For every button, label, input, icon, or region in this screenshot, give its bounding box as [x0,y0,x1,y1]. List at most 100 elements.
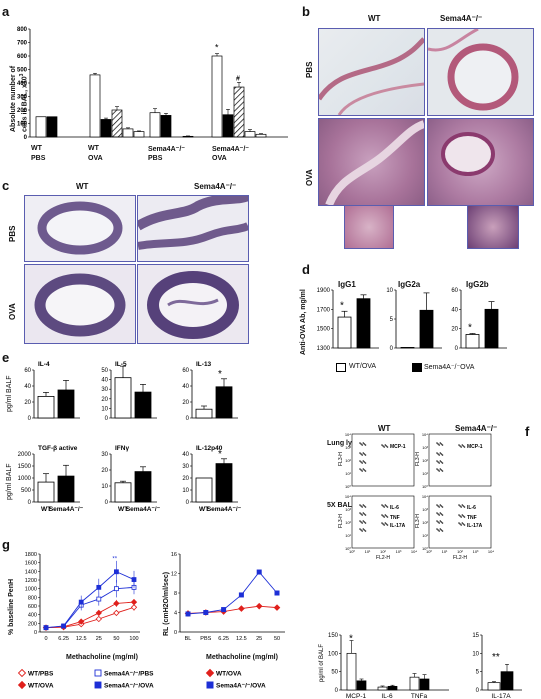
f-xtick-2-2: 10² [380,549,386,554]
g-right-xtick-1: PBS [200,636,211,642]
f-dot-3-6-3 [461,522,464,524]
f-xtick-2-0: 10⁰ [349,549,355,554]
f-ytick-2-4: 10⁴ [345,494,351,499]
g-right-xtick-0: BL [185,636,192,642]
f-dot-3-0-2 [438,506,441,508]
e3-tick-label-4: 2000 [18,452,32,458]
g-right-tick-label-2: 8 [174,591,177,597]
f-dot-0-2-4 [363,461,366,463]
micrograph-c-sema-pbs [137,195,249,262]
f-dot-2-3-3 [362,528,365,530]
f-star-mcp1: * [349,634,353,645]
panel-letter-f: f [525,424,530,439]
f-xtick-2-4: 10⁴ [411,549,417,554]
e-xcat-wt-5: WT [199,506,209,513]
g-left-tick-label-0: 0 [34,630,37,636]
panel-g-right-xlabel: Methacholine (mg/ml) [206,654,278,661]
e2-tick-label-2: 40 [182,384,189,390]
f-dot-3-5-2 [460,516,463,518]
f-dot-0-4-5 [386,446,389,448]
f-dot-1-0-2 [438,444,441,446]
f-dot-1-1-2 [438,454,441,456]
e-xcat-sema-4: Sema4A⁻/⁻ [126,506,161,513]
f-dot-1-0-1 [437,443,439,445]
e2-tick-label-0: 0 [186,416,190,422]
f-label-il6-2: IL-6 [390,505,399,511]
f-dot-2-2-0 [359,520,361,522]
f-dot-2-0-2 [361,506,364,508]
f-dot-2-4-2 [383,506,386,508]
g-left-xtick-0: 0 [44,636,47,642]
g-right-line-1 [187,571,278,615]
f-dot-1-0-0 [436,442,438,444]
a-tick-label-0: 0 [24,135,28,141]
e1-tick-label-3: 30 [101,387,108,393]
f-dot-0-4-4 [385,445,388,447]
e-title-4: IFNγ [115,445,129,452]
f-label-mcp1-0: MCP-1 [390,444,406,450]
g-left-xtick-5: 100 [129,636,138,642]
e-title-1: IL-5 [115,361,127,368]
g-right-pt-1-2 [221,607,227,613]
panel-d-legend-wt: WT/OVA [349,363,377,370]
e1-tick-label-2: 20 [101,397,108,403]
f-dot-3-6-5 [463,524,466,526]
a-tick-label-2: 200 [17,108,28,114]
d2-tick-label-1: 20 [451,327,458,333]
d-star-igg2b: * [468,323,472,334]
panel-a-group-2-genotype: WT [88,145,99,152]
f-dot-2-6-1 [382,523,384,525]
f-axis-y-3: FL3-H [415,514,421,528]
f-dot-1-3-1 [437,469,439,471]
f-dot-1-0-5 [441,444,444,446]
g-legend-left-label-2: WT/OVA [28,683,54,690]
f-dot-1-4-2 [460,446,463,448]
d2-tick-label-3: 60 [451,288,458,294]
g-right-xtick-3: 12.5 [236,636,247,642]
panel-c-col-sema: Sema4A⁻/⁻ [194,182,237,191]
f-ytick-1-2: 10² [422,458,428,463]
f-label-il17a-3: IL-17A [467,523,483,529]
g-legend-left-swatch-2 [17,680,27,690]
g-left-xtick-4: 50 [113,636,119,642]
e0-tick-label-2: 40 [24,384,31,390]
f-bars2-tick-label-3: 15 [472,633,479,639]
g-right-pt-1-4 [256,569,262,575]
e-xcat-sema-3: Sema4A⁻/⁻ [49,506,84,513]
f-dot-3-4-5 [463,506,466,508]
f-axis-y-0: FL3-H [338,452,344,466]
e4-tick-label-0: 0 [105,500,109,506]
f-dot-0-1-0 [359,452,361,454]
f-label-mcp1-1: MCP-1 [467,444,483,450]
e3-tick-label-2: 1000 [18,476,32,482]
f-ytick-1-4: 10⁴ [422,432,428,437]
d1-tick-label-2: 10 [386,288,393,294]
g-left-xtick-1: 6.25 [58,636,69,642]
f-dot-1-4-4 [462,445,465,447]
f-dot-3-1-0 [436,512,438,514]
g-legend-left-swatch-1 [94,669,102,677]
e4-tick-label-1: 10 [101,484,108,490]
f-ytick-2-1: 10¹ [345,533,351,538]
f-dot-2-6-2 [383,524,386,526]
g-legend-right-label-0: WT/OVA [216,671,242,678]
f-dot-1-1-1 [437,453,439,455]
f-dot-3-2-5 [441,522,444,524]
a-tick-label-4: 400 [17,81,28,87]
f-dot-3-0-5 [441,506,444,508]
micrograph-c-wt-ova [24,264,136,344]
g-left-xtick-2: 12.5 [76,636,87,642]
f-dot-2-5-2 [383,516,386,518]
f-dot-3-4-1 [459,505,461,507]
f-bars-tick-label-0: 0 [335,688,339,694]
f-dot-2-3-4 [363,529,366,531]
g-legend-right-swatch-0 [205,668,215,678]
f-dot-2-1-2 [361,514,364,516]
e0-tick-label-0: 0 [28,416,32,422]
g-left-pt-2-4 [113,600,120,607]
f-bars2-tick-label-2: 10 [472,651,479,657]
g-left-pt-0-5 [130,604,138,611]
f-dot-3-3-0 [436,528,438,530]
e4-tick-label-2: 20 [101,468,108,474]
